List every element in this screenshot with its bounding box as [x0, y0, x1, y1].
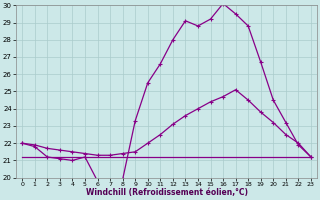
- X-axis label: Windchill (Refroidissement éolien,°C): Windchill (Refroidissement éolien,°C): [85, 188, 248, 197]
